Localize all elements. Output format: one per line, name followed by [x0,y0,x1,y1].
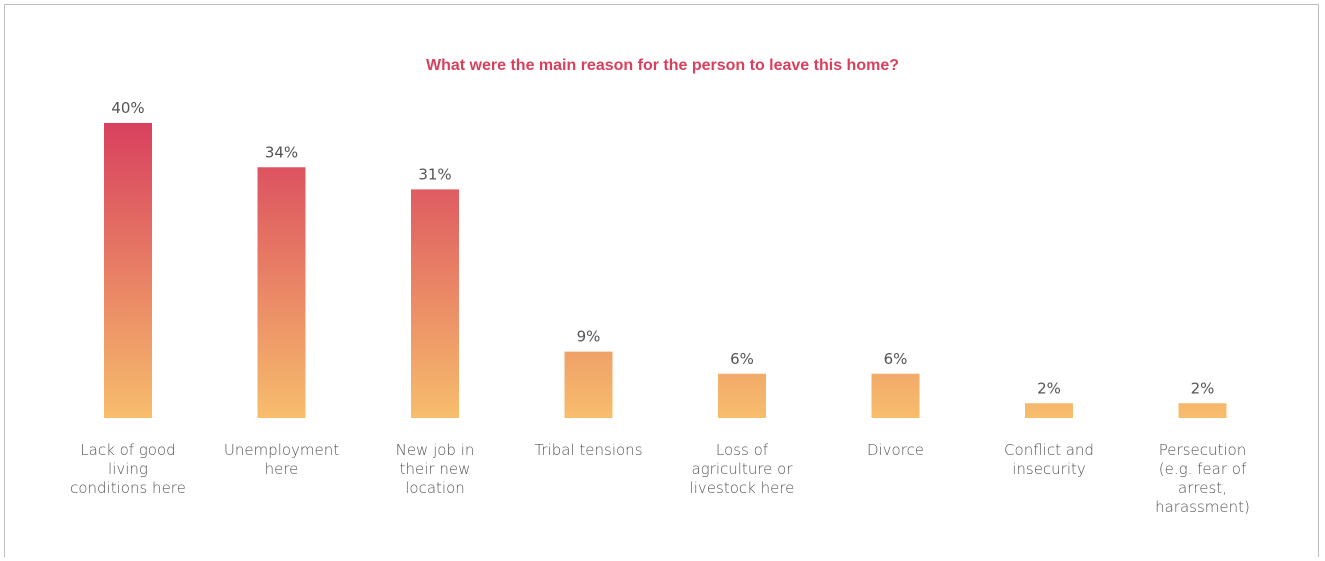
category-label-line: conditions here [70,479,186,497]
value-label-4: 6% [730,350,754,368]
category-label-6: Conflict and insecurity [979,441,1119,479]
category-label-line: Conflict and [1004,441,1094,459]
category-label-4: Loss of agriculture or livestock here [672,441,812,498]
category-label-2: New job in their new location [365,441,505,498]
value-label-1: 34% [265,143,298,161]
category-label-line: livestock here [689,479,795,497]
category-label-line: Lack of good [80,441,176,459]
value-label-2: 31% [418,165,451,183]
bar-5 [871,373,920,418]
category-label-1: Unemployment here [212,441,352,479]
category-label-line: Loss of [715,441,769,459]
category-label-line: their new [399,460,471,478]
bar-0 [104,123,152,418]
bar-3 [564,351,613,418]
value-label-3: 9% [577,328,601,346]
category-label-line: agriculture or [691,460,793,478]
category-label-0: Lack of good living conditions here [58,441,198,498]
value-labels-layer: 40% 34% 31% 9% 6% 6% 2% 2% [111,99,1214,397]
category-label-line: Persecution [1158,441,1247,459]
chart-title: What were the main reason for the person… [426,57,899,74]
category-label-line: New job in [395,441,475,459]
value-label-7: 2% [1191,379,1215,397]
category-label-line: (e.g. fear of [1158,460,1247,478]
category-label-line: living [108,460,148,478]
bar-7 [1178,403,1227,418]
value-label-5: 6% [884,350,908,368]
category-label-7: Persecution (e.g. fear of arrest, harassmen… [1133,441,1273,517]
bar-6 [1025,403,1073,418]
category-label-line: Divorce [866,441,925,459]
category-label-3: Tribal tensions [519,441,659,460]
chart-frame [4,4,1319,557]
bars-layer [104,123,1227,418]
category-label-line: arrest, [1178,479,1227,497]
value-label-6: 2% [1037,379,1061,397]
category-label-5: Divorce [826,441,966,460]
bar-1 [257,167,306,418]
value-label-0: 40% [111,99,144,117]
category-label-line: Unemployment [223,441,340,459]
category-label-line: here [264,460,299,478]
category-label-line: harassment) [1155,498,1250,516]
bar-2 [411,189,459,418]
category-label-line: Tribal tensions [534,441,643,459]
category-label-line: insecurity [1012,460,1086,478]
bar-4 [718,373,766,418]
category-label-line: location [405,479,465,497]
